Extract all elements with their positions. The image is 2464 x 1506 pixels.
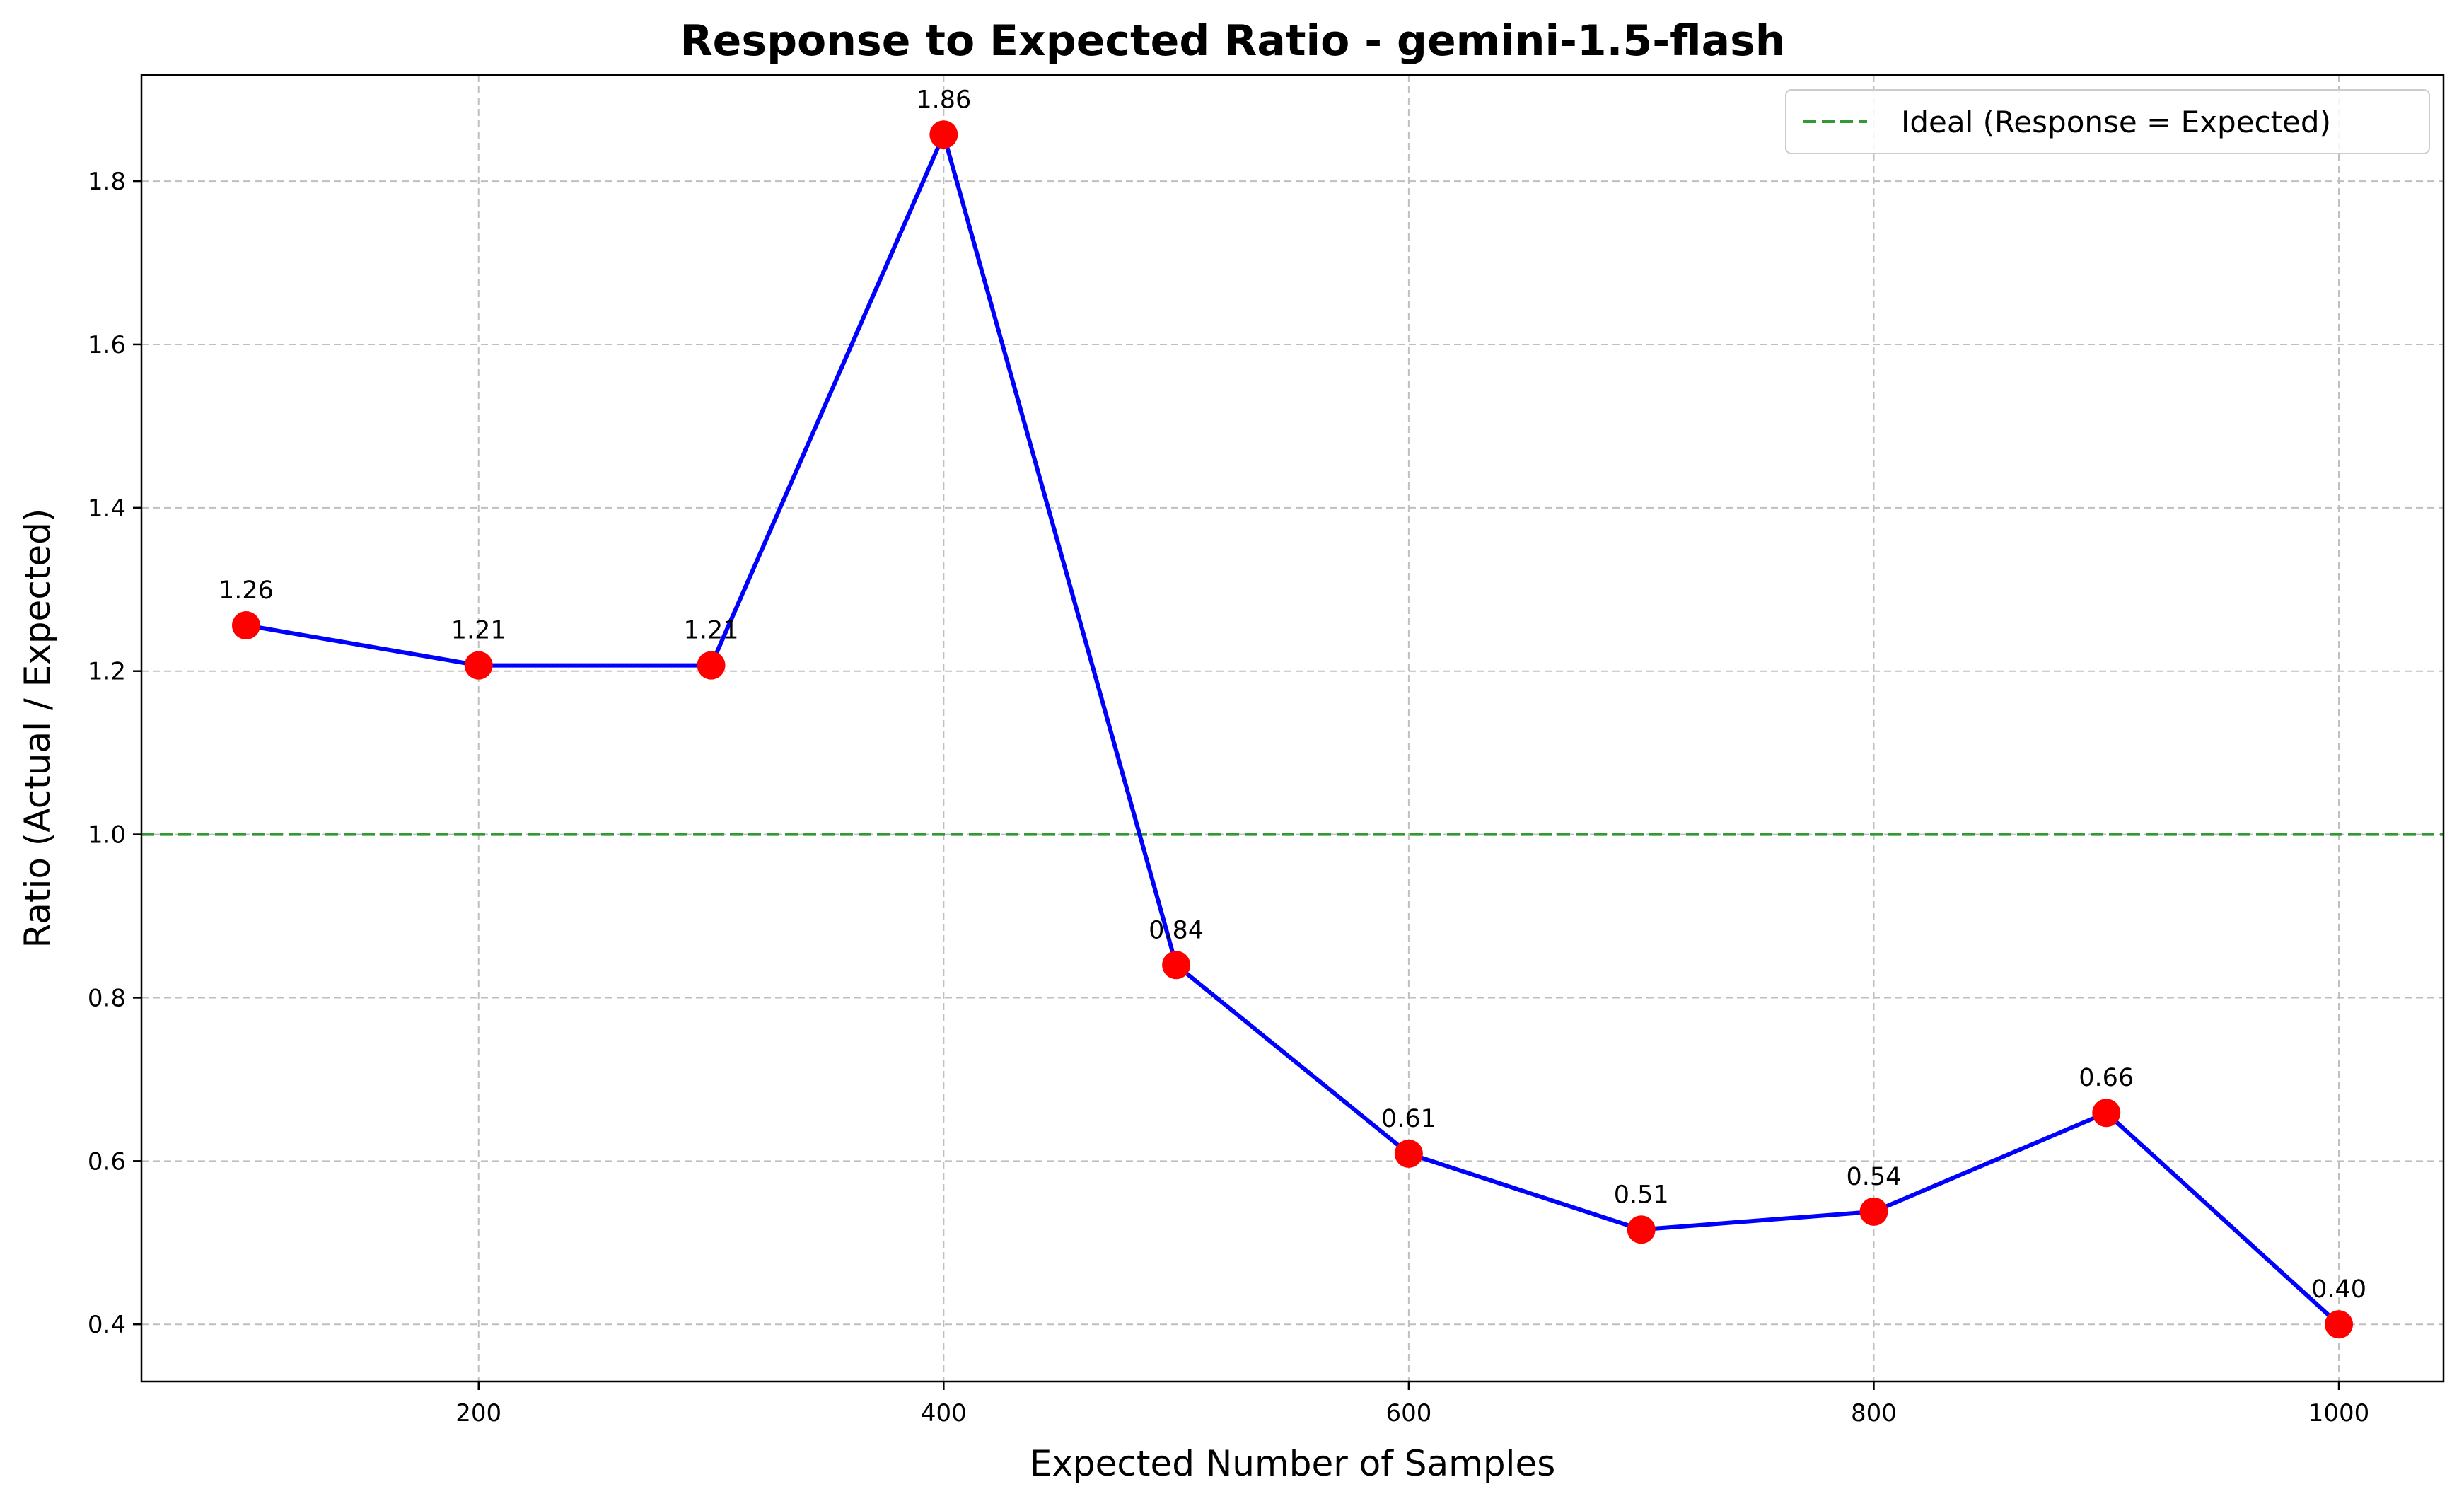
data-label: 1.21 <box>451 617 506 645</box>
x-axis-label: Expected Number of Samples <box>1030 1443 1556 1484</box>
legend-label-ideal: Ideal (Response = Expected) <box>1901 105 2331 139</box>
data-label: 0.66 <box>2079 1064 2134 1092</box>
data-point-marker <box>231 611 260 640</box>
x-tick-label: 800 <box>1851 1399 1897 1427</box>
x-tick-label: 200 <box>455 1399 501 1427</box>
y-tick-label: 1.4 <box>88 494 126 523</box>
data-label: 0.54 <box>1847 1163 1902 1191</box>
y-tick-label: 1.8 <box>88 168 126 196</box>
data-label: 0.40 <box>2311 1275 2366 1304</box>
data-labels-layer: 1.26 1.21 1.21 1.86 0.84 0.61 0.51 0.54 0.66 0.40 <box>219 86 2366 1304</box>
chart-title: Response to Expected Ratio - gemini-1.5-… <box>680 16 1785 66</box>
x-tick-label: 400 <box>921 1399 967 1427</box>
data-label: 0.84 <box>1149 916 1204 944</box>
data-label: 0.61 <box>1381 1105 1436 1133</box>
x-tick-label: 1000 <box>2308 1399 2370 1427</box>
data-point-marker <box>697 651 726 680</box>
y-tick-label: 0.8 <box>88 984 126 1012</box>
series-layer <box>231 120 2354 1339</box>
data-label: 0.51 <box>1614 1181 1669 1209</box>
legend-box <box>1785 89 2430 154</box>
y-tick-label: 1.6 <box>88 331 126 359</box>
data-label: 1.86 <box>916 86 971 114</box>
series-line <box>245 132 2341 1326</box>
data-point-marker <box>1859 1197 1888 1226</box>
data-label: 1.26 <box>219 577 274 605</box>
data-point-marker <box>464 651 493 680</box>
y-tick-label: 0.6 <box>88 1147 126 1176</box>
data-point-marker <box>2325 1310 2354 1339</box>
data-point-marker <box>1162 951 1191 980</box>
data-point-marker <box>929 120 958 149</box>
data-label: 1.21 <box>684 617 739 645</box>
data-point-marker <box>2092 1099 2121 1128</box>
y-tick-label: 1.0 <box>88 821 126 850</box>
data-point-marker <box>1394 1139 1423 1168</box>
grid <box>141 75 2443 1382</box>
y-axis-label: Ratio (Actual / Expected) <box>17 509 58 949</box>
plot-frame <box>140 74 2445 1383</box>
axis-ticks: 200 400 600 800 1000 0.4 0.6 0.8 1.0 1.2 1.4 1.6 1.8 <box>88 168 2369 1427</box>
x-tick-label: 600 <box>1385 1399 1431 1427</box>
y-tick-label: 1.2 <box>88 658 126 686</box>
legend: Ideal (Response = Expected) <box>1785 89 2430 154</box>
y-tick-label: 0.4 <box>88 1311 126 1339</box>
data-point-marker <box>1627 1215 1656 1244</box>
